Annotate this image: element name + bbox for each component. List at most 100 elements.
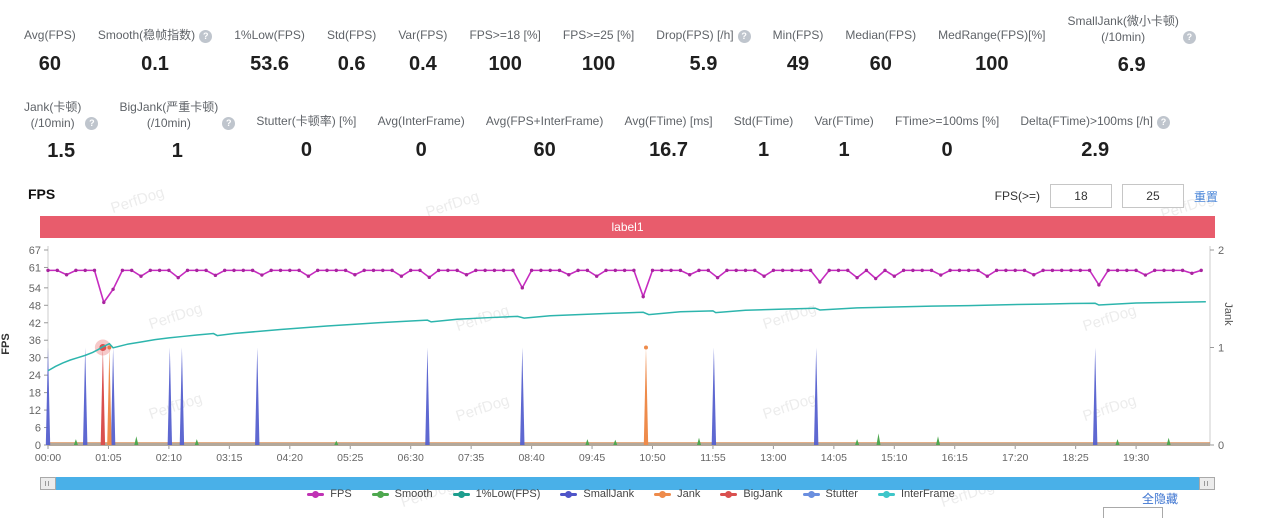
metric-label: FPS>=25 [%] [563,14,634,44]
metric-label-text: 1%Low(FPS) [234,28,305,43]
metric-cell: Delta(FTime)>100ms [/h]? 2.9 [1020,100,1170,162]
metric-label-text: Jank(卡顿) (/10min) [24,100,82,130]
fps-point [827,268,831,273]
fps-point [83,268,87,273]
fps-point [883,268,887,273]
time-axis-tick-label: 14:05 [821,452,847,464]
legend-item-fps[interactable]: FPS [307,488,352,500]
fps-point [595,274,599,278]
fps-point [771,268,776,273]
fps-point [223,268,227,273]
fps-point [418,268,422,273]
legend-item-smooth[interactable]: Smooth [371,488,433,500]
fps-point [753,268,757,273]
stutter-spike [255,347,260,445]
help-icon[interactable]: ? [737,30,751,43]
time-axis-tick-label: 02:10 [156,452,182,464]
fps-point [241,268,245,273]
fps-point [436,268,441,273]
fps-point [715,275,720,280]
legend-item-jank[interactable]: Jank [654,488,700,500]
fps-point [464,273,469,277]
jank-axis-tick-label: 1 [1218,343,1224,355]
fps-point [1013,268,1017,273]
fps-point [176,275,180,280]
legend-dot-icon [457,490,465,498]
metric-label: SmallJank(微小卡顿) (/10min)? [1068,14,1196,45]
fps-point [874,276,878,281]
scrollbar-right-grip-icon[interactable] [1199,477,1215,490]
metric-value: 53.6 [250,53,290,75]
metric-cell: Avg(InterFrame) 0 [378,100,465,162]
fps-point [1106,268,1110,273]
metric-label: FPS>=18 [%] [469,14,540,44]
metric-value: 0 [300,139,312,161]
fps-point [371,268,376,273]
metric-label: Std(FPS) [327,14,376,44]
legend-item-interframe[interactable]: InterFrame [877,488,955,500]
metric-label: FTime>=100ms [%] [895,100,999,130]
fps-axis-tick-label: 6 [35,423,41,435]
fps-point [985,274,989,278]
fps-point [539,268,543,273]
fps-point [362,268,366,273]
reset-button[interactable]: 重置 [1193,189,1218,204]
smooth-blip [73,439,78,445]
metric-label: Median(FPS) [845,14,916,44]
fps-point [836,268,841,273]
scrollbar-left-grip-icon[interactable] [40,477,56,490]
fps-point [678,268,683,273]
stutter-spike [179,347,185,445]
legend-dot-icon [659,490,667,498]
chart-scrollbar[interactable] [40,477,1215,490]
fps-threshold-max-input[interactable] [1121,184,1184,208]
help-icon[interactable]: ? [1156,116,1170,129]
smooth-blip [613,439,618,445]
fps-point [278,268,283,273]
time-axis-tick-label: 07:35 [458,452,484,464]
metric-cell: SmallJank(微小卡顿) (/10min)? 6.9 [1068,14,1196,77]
fps-point [1180,268,1185,273]
bigjank-spike [100,347,106,445]
metric-label-text: Smooth(稳帧指数) [97,28,196,43]
metric-cell: Std(FPS) 0.6 [327,14,376,76]
help-icon[interactable]: ? [1182,31,1196,45]
metric-label: 1%Low(FPS) [234,14,305,44]
fps-axis-tick-label: 12 [29,405,41,417]
time-axis-tick-label: 09:45 [579,452,605,464]
hide-all-link[interactable]: 全隐藏 [1141,492,1178,506]
fps-point [650,268,655,273]
time-axis-tick-label: 13:00 [760,452,786,464]
legend-item-stutter[interactable]: Stutter [802,488,858,500]
metric-label: Drop(FPS) [/h]? [656,14,751,44]
fps-point [613,268,617,273]
fps-point [1199,268,1203,273]
fps-threshold-min-input[interactable] [1049,184,1112,208]
fps-point [939,273,943,277]
help-icon[interactable]: ? [85,117,99,131]
fps-point [1078,268,1083,273]
help-icon[interactable]: ? [222,117,236,131]
help-icon[interactable]: ? [199,30,213,43]
metrics-row-1: Avg(FPS) 60 Smooth(稳帧指数)? 0.1 1%Low(FPS) 53.6… [24,14,1196,77]
fps-point [920,268,924,273]
time-axis-tick-label: 00:00 [35,452,61,464]
fps-axis-tick-label: 42 [29,318,41,330]
fps-point [232,268,236,273]
fps-point [74,268,78,273]
metric-label-text: Delta(FTime)>100ms [/h] [1020,114,1153,129]
fps-point [557,268,562,273]
fps-point [1153,268,1157,273]
fps-point [1087,268,1092,273]
metric-label: Std(FTime) [734,100,794,130]
fps-point [204,268,208,273]
metric-label: Min(FPS) [773,14,824,44]
jank-spike [643,347,649,445]
legend-item-smalljank[interactable]: SmallJank [560,488,634,500]
time-axis-tick-label: 11:55 [700,452,726,464]
legend-item-1-low-fps-[interactable]: 1%Low(FPS) [452,488,540,500]
metric-value: 1.5 [47,140,76,163]
legend-item-bigjank[interactable]: BigJank [720,488,783,500]
fps-point [148,268,152,273]
